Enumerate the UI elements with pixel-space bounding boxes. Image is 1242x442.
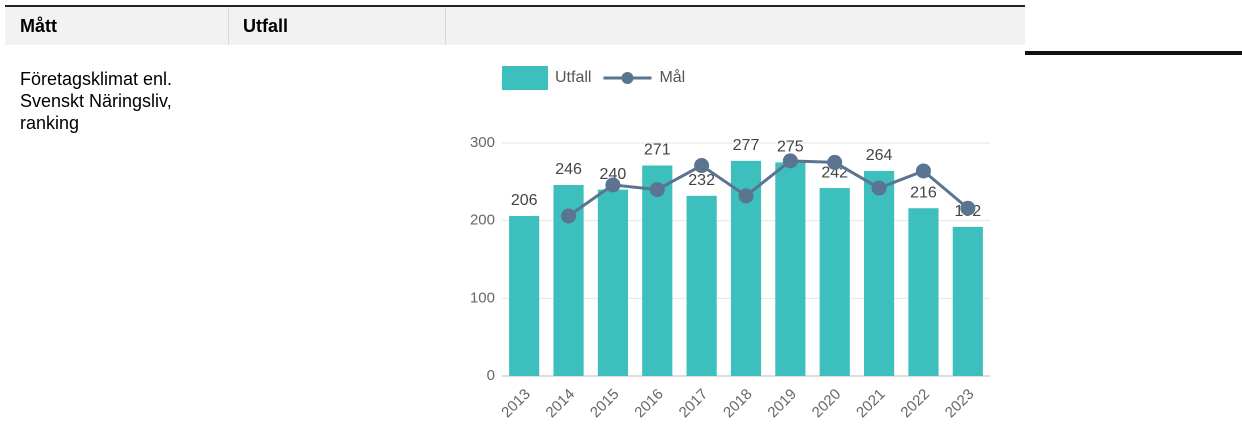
marker — [605, 177, 621, 193]
column-separator — [445, 7, 446, 45]
data-label: 264 — [866, 147, 893, 164]
data-label: 242 — [821, 164, 848, 181]
table-header: Mått Utfall — [5, 5, 1025, 45]
x-tick-label: 2018 — [720, 386, 756, 422]
legend-swatch — [502, 66, 548, 90]
marker — [915, 163, 931, 179]
legend-swatch — [621, 72, 634, 84]
x-tick-label: 2023 — [942, 386, 978, 422]
x-tick-label: 2022 — [897, 386, 933, 422]
data-label: 206 — [511, 192, 538, 209]
bar — [864, 170, 895, 376]
data-label: 216 — [910, 184, 937, 201]
data-label: 232 — [688, 172, 715, 189]
bar — [908, 208, 939, 376]
data-label: 271 — [644, 142, 671, 159]
x-tick-label: 2014 — [543, 386, 579, 422]
bar — [819, 188, 850, 376]
marker — [827, 154, 843, 170]
x-tick-label: 2019 — [764, 386, 800, 422]
x-tick-label: 2016 — [631, 386, 667, 422]
data-label: 240 — [600, 166, 627, 183]
x-tick-label: 2017 — [676, 386, 712, 422]
header-cell: Utfall — [243, 16, 288, 36]
marker — [960, 200, 976, 216]
y-tick-label: 100 — [470, 289, 495, 306]
marker — [649, 182, 665, 198]
data-label: 275 — [777, 139, 804, 156]
bar — [597, 189, 628, 376]
legend-label: Mål — [659, 68, 685, 86]
marker — [561, 208, 577, 224]
bar — [686, 195, 717, 376]
x-tick-label: 2015 — [587, 386, 623, 422]
line — [567, 159, 969, 218]
border-line — [1025, 51, 1242, 55]
marker — [738, 188, 754, 204]
legend-label: Utfall — [555, 69, 591, 86]
marker — [871, 180, 887, 196]
y-tick-label: 300 — [470, 134, 495, 151]
bar — [642, 165, 673, 376]
row-label: Företagsklimat enl. Svenskt Näringsliv, … — [20, 69, 173, 133]
bar — [775, 162, 806, 376]
bar — [952, 226, 983, 376]
x-tick-label: 2021 — [853, 386, 889, 422]
y-tick-label: 0 — [487, 367, 495, 384]
marker — [782, 153, 798, 169]
data-label: 277 — [733, 137, 760, 154]
column-separator — [228, 7, 229, 45]
x-tick-label: 2020 — [809, 386, 845, 422]
header-cell: Mått — [20, 16, 57, 36]
bar — [509, 216, 540, 376]
y-tick-label: 200 — [470, 212, 495, 229]
data-label: 246 — [555, 161, 582, 178]
x-tick-label: 2013 — [498, 386, 534, 422]
marker — [694, 158, 710, 174]
